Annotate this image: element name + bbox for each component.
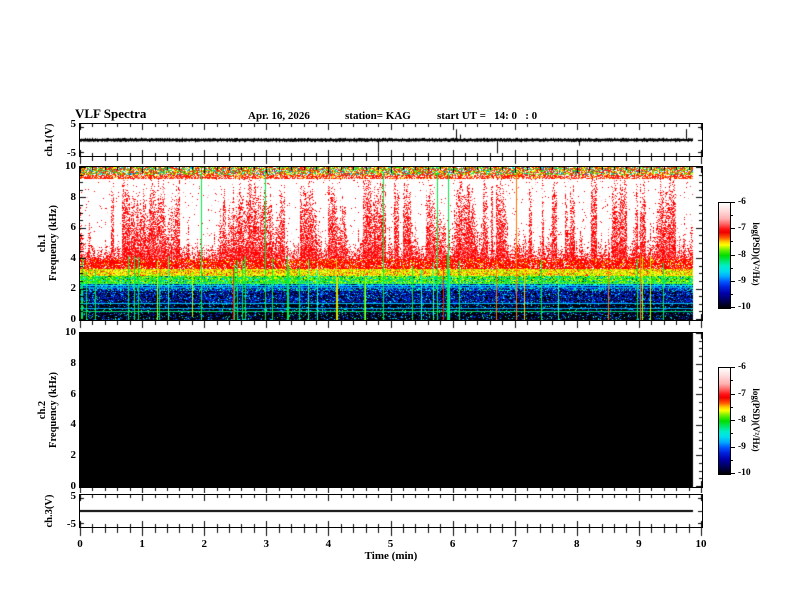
x-axis-title: Time (min) — [364, 550, 418, 562]
ch3-waveform-panel — [79, 494, 703, 528]
y-tick-label: 8 — [70, 356, 77, 369]
x-tick-label: 1 — [139, 538, 145, 550]
header-station: station= KAG — [345, 110, 411, 122]
colorbar-tick-label: -8 — [738, 250, 746, 260]
colorbar-minor-tick — [730, 460, 733, 461]
colorbar-tick — [730, 255, 735, 256]
y-tick-label: 0 — [70, 313, 77, 325]
x-tick-label: 0 — [77, 538, 83, 550]
x-axis-tick-strip-2 — [79, 321, 703, 330]
ch2-colorbar-title: log(PSD)(V²/Hz) — [751, 388, 761, 452]
page-title: VLF Spectra — [75, 106, 147, 121]
header-date: Apr. 16, 2026 — [248, 110, 310, 122]
y-tick-label: 10 — [65, 160, 76, 172]
colorbar-tick — [730, 202, 735, 203]
y-tick-label: 8 — [70, 190, 77, 203]
x-axis-tick-strip-bottom — [79, 528, 703, 537]
ch3-waveform-canvas — [80, 495, 702, 527]
x-tick-label: 4 — [325, 538, 332, 550]
x-axis-tick-strip-3 — [79, 488, 703, 493]
colorbar-tick-label: -8 — [738, 415, 746, 425]
y-tick-label: 2 — [70, 282, 77, 295]
ch2-colorbar-gradient — [718, 367, 731, 475]
y-tick-label: 10 — [65, 326, 76, 338]
colorbar-minor-tick — [730, 241, 733, 242]
colorbar-minor-tick — [730, 407, 733, 408]
x-tick-label: 5 — [387, 538, 394, 550]
ch1-spectrogram-canvas — [80, 167, 702, 320]
colorbar-minor-tick — [730, 380, 733, 381]
y-tick-label: 6 — [70, 387, 77, 400]
colorbar-tick — [730, 420, 735, 421]
colorbar-tick — [730, 367, 735, 368]
colorbar-tick-label: -9 — [738, 276, 746, 286]
x-axis-tick-strip-1 — [79, 157, 703, 165]
y-tick-label: 6 — [70, 221, 77, 234]
colorbar-tick-label: -9 — [738, 442, 746, 452]
colorbar-minor-tick — [730, 268, 733, 269]
ch2-spectrogram-panel — [79, 332, 703, 488]
ch1-spectrogram-panel — [79, 166, 703, 321]
ch1-colorbar-title: log(PSD)(V²/Hz) — [751, 222, 761, 286]
colorbar-minor-tick — [730, 215, 733, 216]
x-tick-label: 2 — [201, 538, 207, 550]
x-tick-label: 7 — [511, 538, 518, 550]
colorbar-tick-label: -7 — [738, 223, 746, 233]
colorbar-minor-tick — [730, 294, 733, 295]
ch2-spectrogram-canvas — [80, 333, 702, 487]
colorbar-tick — [730, 473, 735, 474]
colorbar-tick — [730, 307, 735, 308]
y-tick-label: 5 — [70, 490, 77, 502]
colorbar-tick — [730, 447, 735, 448]
colorbar-tick-label: -10 — [738, 302, 751, 312]
x-tick-label: 10 — [695, 538, 707, 550]
colorbar-tick — [730, 394, 735, 395]
y-tick-label: -5 — [66, 518, 76, 530]
colorbar-tick-label: -10 — [738, 468, 751, 478]
colorbar-tick — [730, 281, 735, 282]
ch1-waveform-panel — [79, 123, 703, 157]
y-tick-label: 5 — [70, 118, 77, 130]
header-start-ut: start UT = 14: 0 : 0 — [437, 110, 538, 122]
x-tick-label: 6 — [449, 538, 456, 550]
colorbar-tick-label: -6 — [738, 197, 746, 207]
y-tick-label: 4 — [70, 251, 77, 264]
x-tick-label: 3 — [263, 538, 270, 550]
y-tick-label: 2 — [70, 449, 77, 462]
y-tick-label: 0 — [70, 480, 77, 492]
x-tick-label: 8 — [574, 538, 580, 550]
x-tick-label: 9 — [636, 538, 642, 550]
colorbar-tick-label: -7 — [738, 389, 746, 399]
colorbar-minor-tick — [730, 433, 733, 434]
y-tick-label: -5 — [66, 147, 76, 159]
ch1-waveform-canvas — [80, 124, 702, 156]
y-tick-label: 4 — [70, 418, 77, 431]
colorbar-tick-label: -6 — [738, 362, 746, 372]
colorbar-tick — [730, 228, 735, 229]
